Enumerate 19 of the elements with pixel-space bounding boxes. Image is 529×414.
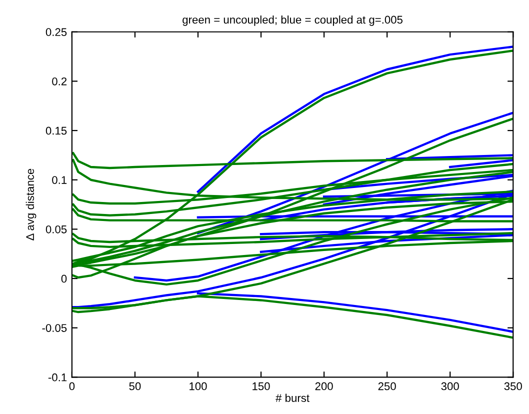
y-tick-label: -0.1 [48,373,67,382]
y-tick-label: 0 [61,274,67,283]
x-tick-label: 50 [129,382,141,390]
x-tick-label: 0 [69,382,75,390]
x-tick-label: 100 [190,382,207,390]
x-tick-label: 200 [315,382,333,390]
x-tick-label: 300 [441,382,459,390]
y-tick-label: 0.05 [46,225,67,234]
y-tick-label: 0.15 [46,126,67,135]
x-tick-label: 150 [252,382,270,390]
y-axis-title: Δ avg distance [26,168,36,240]
y-tick-label: 0.1 [52,176,67,184]
x-tick-label: 350 [504,382,522,390]
y-tick-label: 0.25 [46,28,67,36]
x-tick-label: 250 [378,382,396,390]
chart-title: green = uncoupled; blue = coupled at g=.005 [182,15,403,26]
y-tick-label: -0.05 [42,324,67,332]
y-tick-label: 0.2 [52,77,67,86]
x-axis-title: # burst [276,394,310,402]
